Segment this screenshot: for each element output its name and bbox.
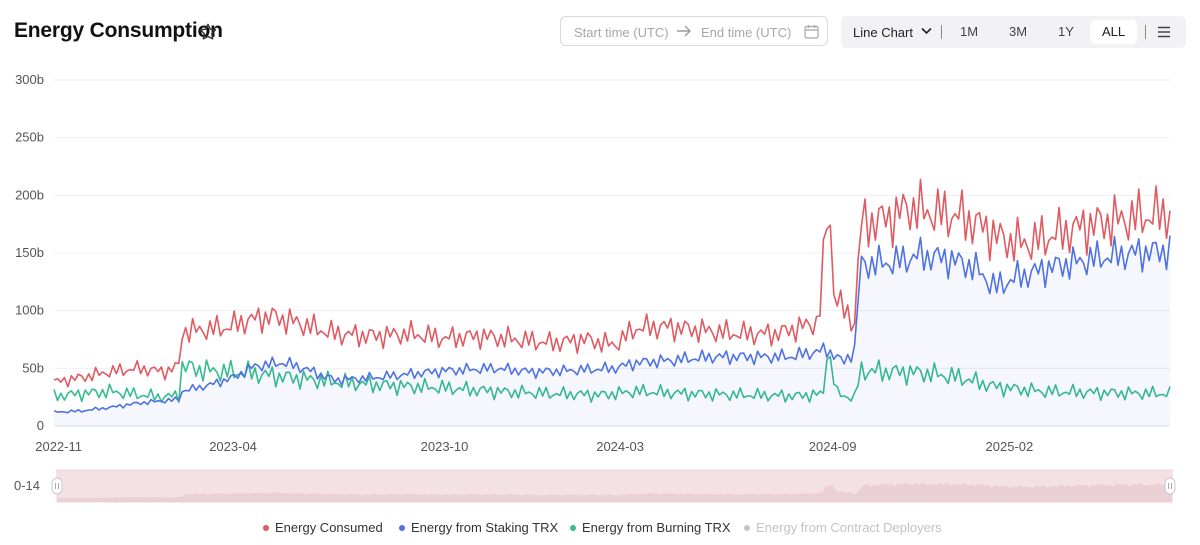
- zoom-slider-start-label: 0-14: [14, 478, 40, 493]
- chart-legend: Energy Consumed Energy from Staking TRX En…: [0, 514, 1200, 538]
- range-button-3m[interactable]: 3M: [1009, 24, 1028, 39]
- y-tick-label: 50b: [22, 360, 44, 375]
- range-button-1y[interactable]: 1Y: [1058, 24, 1074, 39]
- y-tick-label: 100b: [15, 303, 44, 318]
- divider: [941, 25, 942, 39]
- chart-type-select[interactable]: Line Chart: [853, 25, 913, 40]
- start-time-input[interactable]: Start time (UTC): [574, 25, 669, 40]
- y-tick-label: 0: [37, 418, 44, 433]
- date-range-picker[interactable]: Start time (UTC) End time (UTC): [560, 16, 828, 46]
- zoom-slider-overview: [57, 482, 1172, 502]
- x-tick-label: 2025-02: [986, 439, 1034, 454]
- y-tick-label: 150b: [15, 245, 44, 260]
- legend-item[interactable]: Energy from Burning TRX: [570, 520, 731, 535]
- legend-item[interactable]: Energy from Staking TRX: [399, 520, 558, 535]
- series-line-energy-consumed: [53, 178, 1171, 388]
- y-tick-label: 200b: [15, 187, 44, 202]
- range-button-1m[interactable]: 1M: [960, 24, 979, 39]
- zoom-slider-left-handle[interactable]: [51, 477, 63, 495]
- y-tick-label: 300b: [15, 72, 44, 87]
- divider: [1145, 25, 1146, 39]
- series-area-staking: [54, 235, 1170, 426]
- x-tick-label: 2023-04: [209, 439, 257, 454]
- x-tick-label: 2024-03: [596, 439, 644, 454]
- legend-label: Energy Consumed: [275, 520, 383, 535]
- legend-item[interactable]: Energy Consumed: [263, 520, 383, 535]
- menu-icon[interactable]: [1157, 25, 1171, 39]
- y-tick-label: 250b: [15, 130, 44, 145]
- chevron-down-icon[interactable]: [921, 27, 932, 35]
- legend-label: Energy from Staking TRX: [411, 520, 559, 535]
- line-chart: 0 50b 100b 150b 200b 250b 300b 2022-11 2023-04 20…: [14, 72, 1176, 503]
- legend-label: Energy from Burning TRX: [582, 520, 731, 535]
- arrow-right-icon: [677, 25, 691, 37]
- x-tick-label: 2023-10: [421, 439, 469, 454]
- legend-dot-icon: [263, 524, 269, 531]
- legend-dot-icon: [570, 524, 576, 531]
- zoom-slider-right-handle[interactable]: [1164, 477, 1176, 495]
- legend-dot-icon: [399, 524, 405, 531]
- chart-toolbar: Line Chart 1M 3M 1Y ALL: [841, 16, 1186, 48]
- legend-dot-icon: [744, 524, 750, 531]
- legend-label: Energy from Contract Deployers: [756, 520, 942, 535]
- x-tick-label: 2022-11: [35, 439, 82, 454]
- legend-item[interactable]: Energy from Contract Deployers: [744, 520, 942, 535]
- page-title: Energy Consumption: [14, 19, 223, 42]
- star-icon[interactable]: [198, 22, 218, 42]
- calendar-icon[interactable]: [804, 24, 819, 39]
- chart-header: Energy Consumption Start time (UTC) End …: [0, 0, 1200, 64]
- range-button-all[interactable]: ALL: [1090, 20, 1138, 44]
- series-line-energy-from-staking-trx: [53, 235, 1171, 414]
- x-tick-label: 2024-09: [809, 439, 857, 454]
- end-time-input[interactable]: End time (UTC): [701, 25, 792, 40]
